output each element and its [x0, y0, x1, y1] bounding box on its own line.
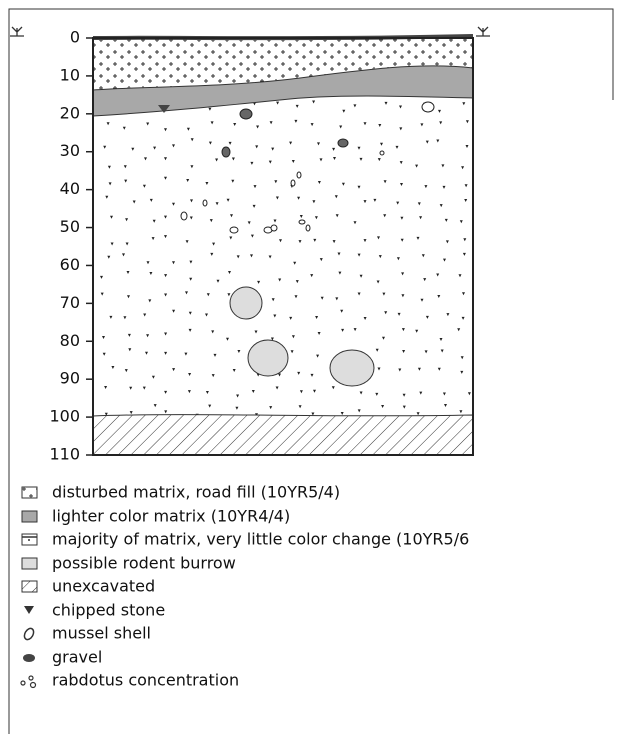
legend-icon — [20, 675, 37, 689]
legend-label: chipped stone — [52, 601, 165, 620]
legend-icon — [22, 536, 37, 541]
tick-label: 10 — [60, 65, 80, 84]
rabdotus — [298, 219, 306, 225]
tick-label: 20 — [60, 103, 80, 122]
legend-icon — [23, 627, 35, 641]
legend-label: majority of matrix, very little color ch… — [52, 530, 469, 549]
rabdotus — [229, 226, 239, 234]
tick-label: 90 — [60, 369, 80, 388]
rodent-burrow — [329, 349, 375, 387]
tick-label: 70 — [60, 293, 80, 312]
legend-label: gravel — [52, 648, 102, 667]
ground-symbols — [10, 26, 490, 37]
rodent-burrow — [247, 339, 289, 377]
tick-label: 40 — [60, 179, 80, 198]
legend-label: unexcavated — [52, 577, 155, 596]
depth-axis: 0 10 20 30 40 50 60 70 80 90 100 110 — [49, 28, 93, 464]
rodent-burrow — [229, 286, 263, 320]
road-fill-layer — [93, 38, 473, 90]
legend-icon — [21, 580, 38, 593]
legend-icon — [21, 557, 38, 570]
rabdotus — [379, 150, 385, 156]
gravel — [239, 108, 253, 120]
legend-icon — [21, 510, 38, 523]
tick-label: 0 — [70, 28, 80, 47]
legend-label: disturbed matrix, road fill (10YR5/4) — [52, 483, 340, 502]
legend-label: possible rodent burrow — [52, 554, 236, 573]
legend-icon — [23, 654, 35, 662]
mussel-shell — [421, 101, 435, 113]
tick-label: 110 — [49, 445, 80, 464]
tick-label: 100 — [49, 407, 80, 426]
rabdotus — [305, 224, 311, 232]
tick-label: 80 — [60, 331, 80, 350]
tick-label: 60 — [60, 255, 80, 274]
legend: disturbed matrix, road fill (10YR5/4) li… — [20, 483, 469, 690]
gravel — [221, 146, 231, 158]
legend-icon — [24, 606, 34, 614]
rabdotus — [296, 171, 302, 179]
legend-label: mussel shell — [52, 624, 151, 643]
rabdotus — [290, 179, 296, 187]
profile — [92, 34, 474, 456]
legend-label: rabdotus concentration — [52, 671, 239, 690]
rabdotus — [180, 211, 188, 221]
legend-icon — [21, 486, 38, 499]
rabdotus — [202, 199, 208, 207]
tick-label: 30 — [60, 141, 80, 160]
rabdotus — [270, 224, 278, 232]
legend-label: lighter color matrix (10YR4/4) — [52, 507, 290, 526]
tick-label: 50 — [60, 217, 80, 236]
unexcavated-layer — [92, 414, 474, 456]
profile-border — [92, 37, 474, 456]
figure-frame — [8, 8, 614, 734]
gravel — [337, 138, 349, 148]
chipped-stone — [158, 105, 170, 113]
